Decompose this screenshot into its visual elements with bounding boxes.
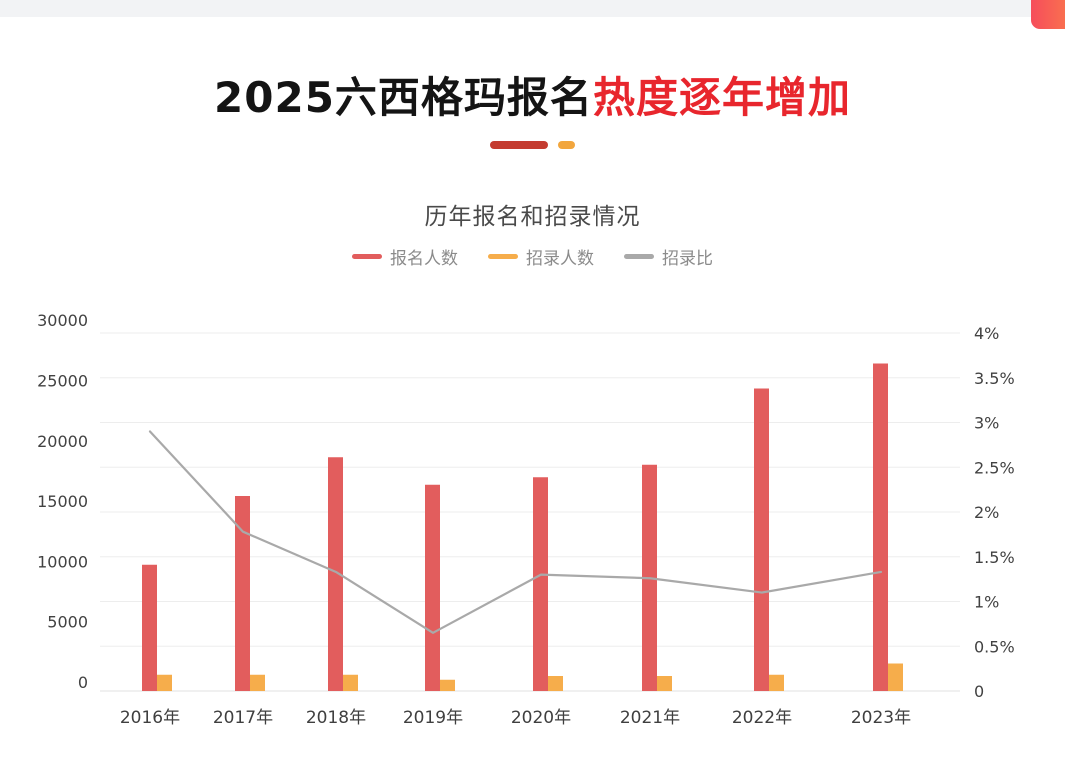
legend-label-ratio: 招录比 xyxy=(662,249,713,269)
bar-recruits-2016年 xyxy=(157,674,172,691)
top-bar xyxy=(0,0,1065,17)
bar-applicants-2018年 xyxy=(328,457,343,691)
right-axis-label-2: 1% xyxy=(974,593,999,612)
bar-applicants-2023年 xyxy=(873,363,888,691)
left-axis-label-3: 15000 xyxy=(37,492,88,511)
bar-recruits-2017年 xyxy=(250,674,265,691)
title-underline xyxy=(0,141,1065,149)
legend-swatch-ratio xyxy=(624,254,654,259)
right-axis-label-5: 2.5% xyxy=(974,458,1015,477)
legend-label-applicants: 报名人数 xyxy=(390,249,458,269)
bar-applicants-2016年 xyxy=(142,564,157,691)
right-axis-label-3: 1.5% xyxy=(974,548,1015,567)
bar-applicants-2017年 xyxy=(235,496,250,691)
page-title-black: 2025六西格玛报名 xyxy=(214,73,593,122)
legend-item-applicants[interactable]: 报名人数 xyxy=(352,244,458,269)
left-axis-label-2: 10000 xyxy=(37,552,88,571)
page-title-red: 热度逐年增加 xyxy=(592,73,851,122)
ratio-line xyxy=(148,430,883,634)
bar-applicants-2022年 xyxy=(754,388,769,691)
bar-recruits-2019年 xyxy=(440,679,455,691)
legend-swatch-applicants xyxy=(352,254,382,259)
legend-item-ratio[interactable]: 招录比 xyxy=(624,244,713,269)
bar-applicants-2019年 xyxy=(425,484,440,691)
right-axis-label-6: 3% xyxy=(974,414,999,433)
right-axis-label-7: 3.5% xyxy=(974,369,1015,388)
underline-dash-orange xyxy=(558,141,575,149)
page-title: 2025六西格玛报名热度逐年增加 xyxy=(0,73,1065,122)
bar-recruits-2020年 xyxy=(548,676,563,691)
chart-legend: 报名人数 招录人数 招录比 xyxy=(0,244,1065,269)
left-axis-label-4: 20000 xyxy=(37,432,88,451)
underline-dash-red xyxy=(490,141,548,149)
promo-button[interactable] xyxy=(1031,0,1065,29)
x-axis-label-2017年: 2017年 xyxy=(213,708,273,728)
x-axis-label-2018年: 2018年 xyxy=(306,708,366,728)
x-axis-label-2023年: 2023年 xyxy=(851,708,911,728)
right-axis-label-8: 4% xyxy=(974,324,999,343)
right-axis-label-1: 0.5% xyxy=(974,637,1015,656)
left-axis-label-6: 30000 xyxy=(37,311,88,330)
x-axis-label-2022年: 2022年 xyxy=(732,708,792,728)
x-axis-label-2020年: 2020年 xyxy=(511,708,571,728)
left-axis-label-0: 0 xyxy=(78,673,88,692)
bar-recruits-2022年 xyxy=(769,674,784,691)
bar-recruits-2021年 xyxy=(657,676,672,691)
bar-applicants-2020年 xyxy=(533,477,548,691)
right-axis-label-0: 0 xyxy=(974,682,984,701)
x-axis-label-2021年: 2021年 xyxy=(620,708,680,728)
bar-recruits-2023年 xyxy=(888,663,903,691)
legend-label-recruits: 招录人数 xyxy=(526,249,594,269)
x-axis-label-2019年: 2019年 xyxy=(403,708,463,728)
bar-recruits-2018年 xyxy=(343,674,358,691)
x-axis-label-2016年: 2016年 xyxy=(120,708,180,728)
left-axis-label-5: 25000 xyxy=(37,372,88,391)
legend-item-recruits[interactable]: 招录人数 xyxy=(488,244,594,269)
left-axis-label-1: 5000 xyxy=(47,613,88,632)
right-axis-label-4: 2% xyxy=(974,503,999,522)
chart-title: 历年报名和招录情况 xyxy=(424,204,641,230)
legend-swatch-recruits xyxy=(488,254,518,259)
